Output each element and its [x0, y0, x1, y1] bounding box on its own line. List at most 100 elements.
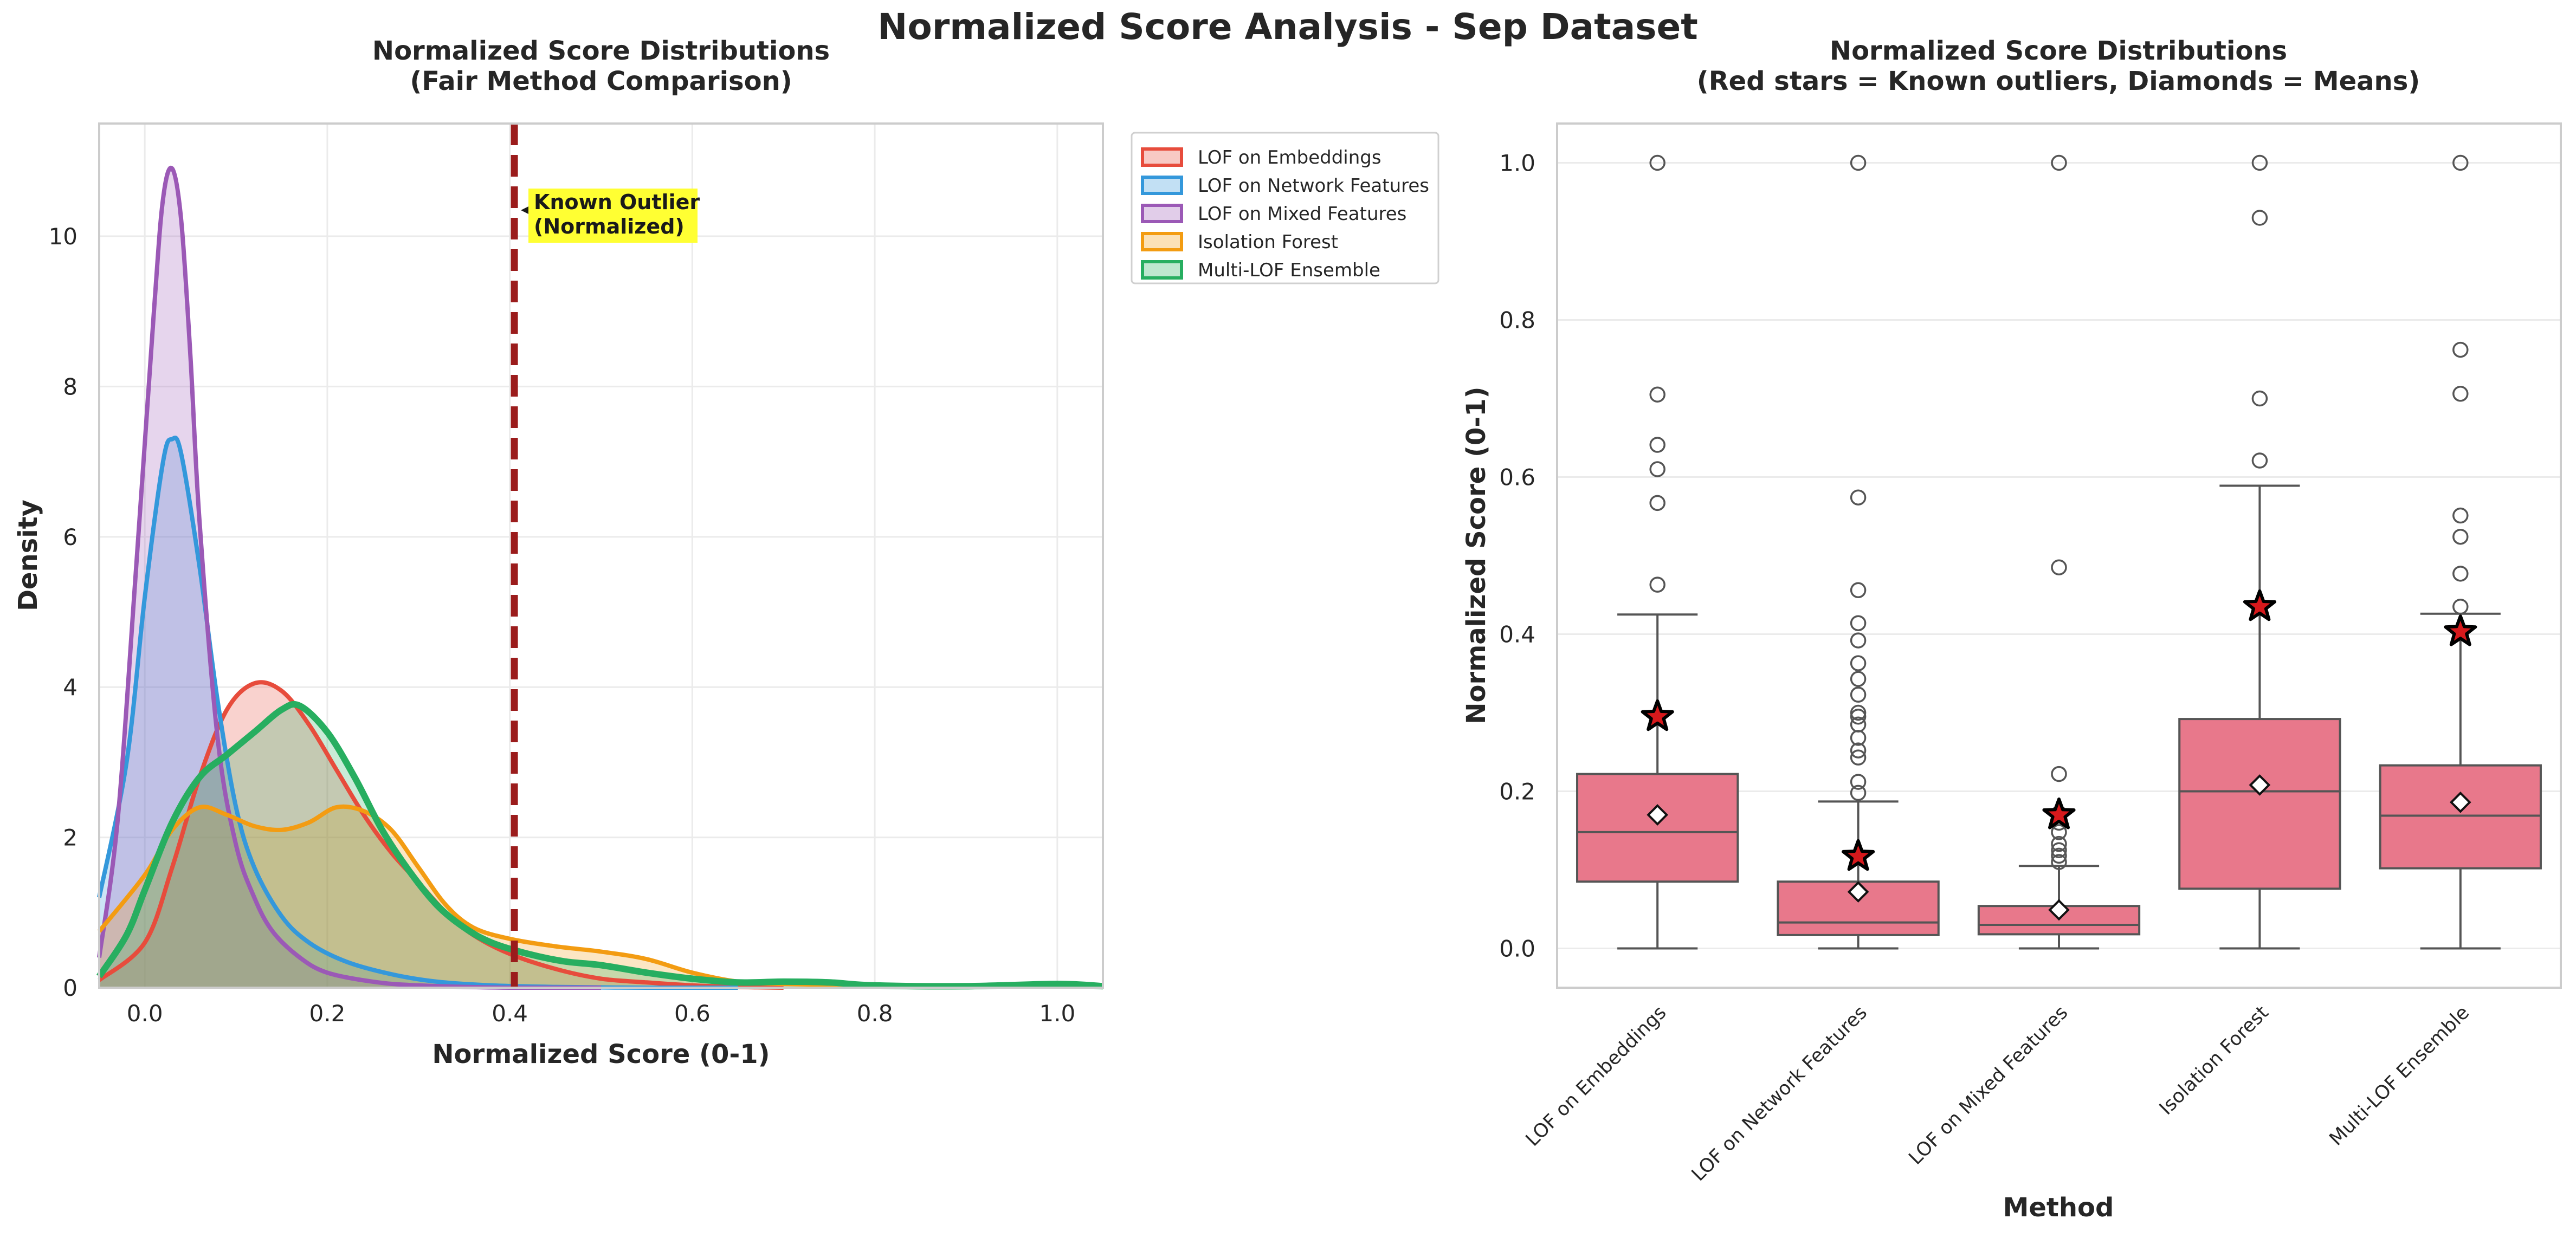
right-title-line1: Normalized Score Distributions: [1830, 36, 2287, 66]
right-y-tick-label: 0.6: [1499, 464, 1535, 491]
flier-point: [1850, 615, 1867, 631]
box-iqr: [2379, 764, 2542, 870]
known-outlier-star-icon: [1842, 839, 1875, 871]
flier-point: [1850, 709, 1867, 725]
left-density-lines: [96, 165, 1103, 990]
box-iqr: [2178, 718, 2341, 890]
legend-entries: LOF on Embeddings LOF on Network Features…: [1141, 147, 1429, 281]
flier-point: [2452, 566, 2469, 582]
box-iqr: [1576, 773, 1739, 883]
mean-diamond-icon: [2048, 899, 2070, 921]
right-y-tick-label: 0.0: [1499, 936, 1535, 962]
right-y-tick-label: 0.4: [1499, 621, 1535, 648]
mean-diamond-icon: [2249, 774, 2271, 796]
flier-point: [1850, 582, 1867, 599]
flier-point: [1850, 489, 1867, 505]
legend-frame: [1131, 132, 1439, 284]
legend-swatch: [1141, 176, 1183, 195]
density-line-4: [96, 701, 1103, 990]
density-line-0: [98, 680, 784, 990]
flier-point: [1850, 154, 1867, 171]
right-plot-frame: [1556, 122, 2562, 989]
left-y-tick-label: 6: [63, 524, 78, 550]
flier-point: [1649, 461, 1665, 477]
left-y-tick-label: 10: [49, 223, 78, 250]
legend: LOF on Embeddings LOF on Network Features…: [1131, 132, 1439, 284]
known-outlier-star-icon: [1641, 699, 1674, 731]
known-outlier-star-icon: [2243, 589, 2276, 621]
legend-label: LOF on Network Features: [1198, 175, 1429, 197]
right-x-axis-label: Method: [2003, 1192, 2114, 1223]
right-y-tick-label: 0.2: [1499, 779, 1535, 805]
mean-diamond-icon: [1847, 881, 1869, 903]
left-x-tick-label: 0.4: [492, 1000, 528, 1027]
flier-point: [2051, 559, 2067, 575]
known-outlier-star-icon: [2444, 614, 2477, 646]
flier-point: [2051, 854, 2067, 870]
left-x-tick-label: 0.6: [674, 1000, 711, 1027]
mean-diamond-icon: [1647, 804, 1669, 826]
legend-swatch: [1141, 204, 1183, 223]
flier-point: [2452, 507, 2469, 524]
mean-diamond-icon: [2449, 791, 2471, 813]
legend-label: LOF on Embeddings: [1198, 147, 1381, 168]
left-x-axis-label: Normalized Score (0-1): [432, 1039, 770, 1070]
flier-point: [1850, 704, 1867, 721]
left-panel: Normalized Score Distributions (Fair Met…: [13, 36, 1439, 1070]
annotation-line1: Known Outlier: [534, 190, 700, 214]
density-fill-0: [99, 682, 784, 988]
left-y-tick-label: 0: [63, 975, 78, 1001]
density-line-2: [97, 165, 601, 990]
legend-label: Multi-LOF Ensemble: [1198, 260, 1380, 281]
flier-point: [1649, 576, 1665, 593]
suptitle: Normalized Score Analysis - Sep Dataset: [877, 6, 1698, 48]
annotation-arrow-head-icon: [521, 205, 531, 215]
legend-label: LOF on Mixed Features: [1198, 203, 1406, 225]
known-outlier-annotation: Known Outlier (Normalized): [521, 189, 700, 243]
flier-point: [2452, 528, 2469, 545]
legend-label: Isolation Forest: [1198, 231, 1338, 253]
annotation-box: [528, 189, 698, 243]
flier-point: [1850, 749, 1867, 766]
left-title-line1: Normalized Score Distributions: [372, 36, 830, 66]
left-title-line2: (Fair Method Comparison): [410, 66, 792, 96]
density-fill-3: [99, 806, 1103, 988]
flier-point: [2051, 835, 2067, 852]
density-fill-1: [99, 437, 738, 988]
flier-point: [1850, 785, 1867, 801]
left-x-tick-label: 0.8: [857, 1000, 893, 1027]
left-x-ticks: 0.0 0.2 0.4 0.6 0.8 1.0: [127, 1000, 1075, 1027]
left-plot-area: [99, 124, 1103, 988]
flier-point: [1850, 716, 1867, 733]
left-y-axis-label: Density: [13, 500, 43, 611]
flier-point: [2251, 390, 2268, 407]
flier-point: [2452, 386, 2469, 402]
boxplot-1: [1777, 154, 1940, 950]
flier-point: [2251, 452, 2268, 469]
legend-swatch: [1141, 232, 1183, 251]
flier-point: [2051, 154, 2067, 171]
flier-point: [1850, 774, 1867, 790]
flier-point: [2051, 847, 2067, 864]
left-plot-frame: [98, 122, 1104, 989]
flier-point: [2452, 154, 2469, 171]
flier-point: [1649, 437, 1665, 453]
flier-point: [2051, 824, 2067, 840]
right-title-line2: (Red stars = Known outliers, Diamonds = …: [1697, 66, 2420, 96]
boxplot-2: [1977, 154, 2141, 950]
left-y-tick-label: 4: [63, 674, 78, 701]
flier-point: [2051, 842, 2067, 858]
right-y-axis-label: Normalized Score (0-1): [1461, 386, 1492, 724]
known-outlier-star-icon: [2042, 798, 2076, 829]
boxplot-3: [2178, 154, 2341, 950]
boxplot-0: [1576, 154, 1739, 950]
flier-point: [2452, 341, 2469, 358]
flier-point: [1850, 671, 1867, 687]
flier-point: [2251, 154, 2268, 171]
right-y-tick-label: 1.0: [1499, 150, 1535, 177]
left-y-tick-label: 8: [63, 373, 78, 400]
legend-swatch: [1141, 147, 1183, 167]
flier-point: [1850, 632, 1867, 649]
left-x-tick-label: 0.0: [127, 1000, 163, 1027]
